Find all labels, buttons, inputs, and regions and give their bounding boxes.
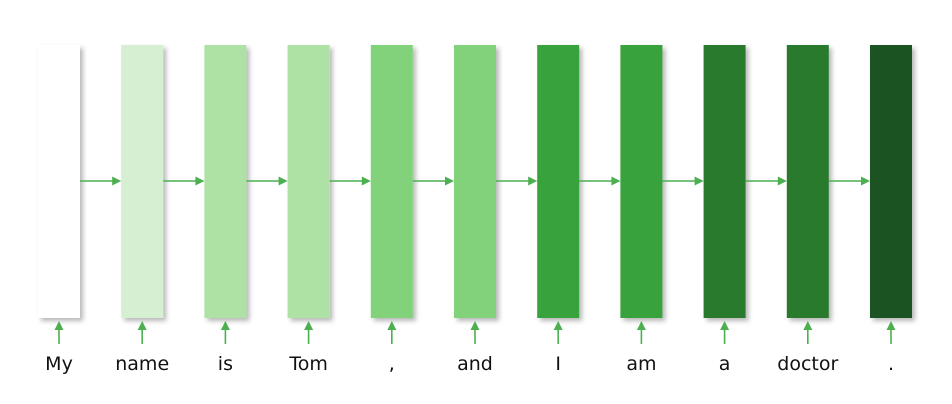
input-arrow-head xyxy=(387,321,397,330)
input-arrow-head xyxy=(54,321,64,330)
token-label: My xyxy=(45,353,73,375)
recurrent-arrow-head xyxy=(611,176,621,186)
input-arrow-head xyxy=(553,321,563,330)
hidden-state-box xyxy=(537,45,580,318)
input-arrow-head xyxy=(886,321,896,330)
token-label: doctor xyxy=(777,353,838,375)
token-label: and xyxy=(457,353,493,375)
token-label: am xyxy=(626,353,656,375)
hidden-state-box xyxy=(204,45,247,318)
input-arrow-head xyxy=(720,321,730,330)
hidden-state-box xyxy=(38,45,80,318)
hidden-state-box xyxy=(703,45,746,318)
input-arrow-head xyxy=(636,321,646,330)
recurrent-arrow-head xyxy=(861,176,870,186)
token-label: is xyxy=(218,353,233,375)
token-label: a xyxy=(719,353,731,375)
recurrent-arrow-head xyxy=(777,176,787,186)
input-arrow-head xyxy=(220,321,230,330)
hidden-state-box xyxy=(454,45,496,318)
hidden-state-box xyxy=(370,45,413,318)
input-arrow-head xyxy=(304,321,314,330)
recurrent-arrow-head xyxy=(694,176,704,186)
hidden-state-box xyxy=(121,45,164,318)
recurrent-arrow-head xyxy=(445,176,454,186)
recurrent-arrow-head xyxy=(361,176,371,186)
token-label: name xyxy=(115,353,169,375)
input-arrow-head xyxy=(803,321,813,330)
token-label: Tom xyxy=(288,353,328,375)
hidden-state-box xyxy=(870,45,912,318)
recurrent-arrow-head xyxy=(528,176,538,186)
token-label: , xyxy=(389,353,395,375)
recurrent-arrow-head xyxy=(195,176,205,186)
hidden-state-box xyxy=(786,45,829,318)
recurrent-arrow-head xyxy=(278,176,288,186)
token-label: . xyxy=(888,353,894,375)
input-arrow-head xyxy=(137,321,147,330)
hidden-state-box xyxy=(287,45,330,318)
hidden-state-box xyxy=(620,45,663,318)
token-label: I xyxy=(555,353,561,375)
recurrent-arrow-head xyxy=(112,176,122,186)
input-arrow-head xyxy=(470,321,480,330)
